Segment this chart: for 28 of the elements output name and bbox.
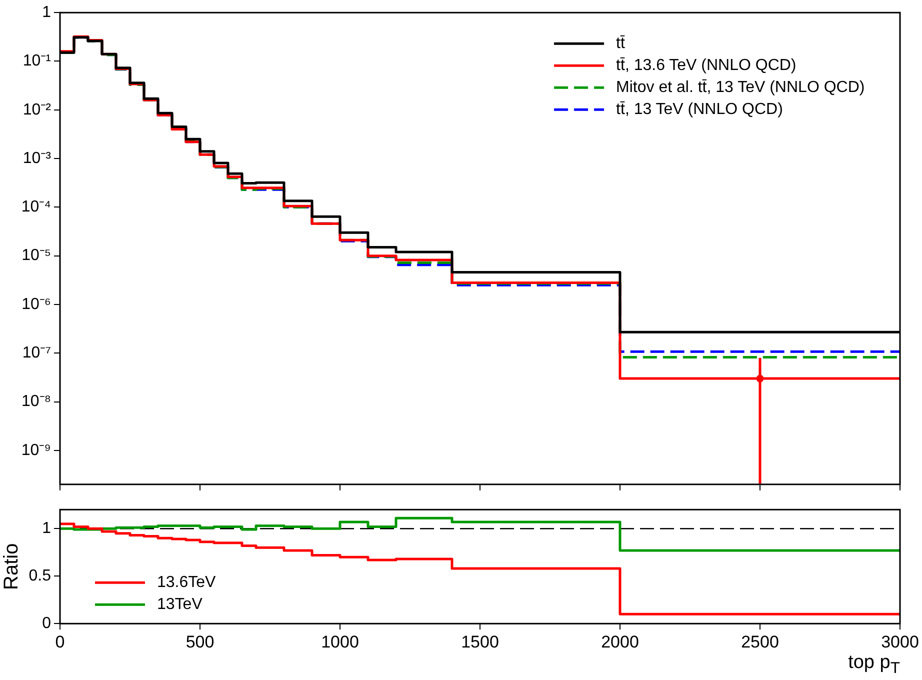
y-tick-label: 10⁻⁷	[22, 344, 52, 362]
y-tick-label: 0	[42, 615, 52, 632]
y-axis-title: Ratio	[0, 543, 23, 590]
legend-label: 13TeV	[157, 596, 203, 614]
y-tick-label: 10⁻⁶	[22, 296, 51, 313]
legend-label: 13.6TeV	[157, 574, 216, 592]
y-tick-label: 10⁻⁴	[21, 198, 52, 216]
y-tick-label: 0.5	[28, 568, 52, 585]
x-tick-label: 2500	[741, 632, 779, 652]
y-tick-label: 10⁻⁵	[22, 247, 51, 264]
x-axis-title: top p$_{T}$	[848, 652, 900, 679]
y-tick-label: 10⁻²	[22, 101, 52, 118]
y-tick-label: 10⁻¹	[22, 52, 51, 70]
legend-label: tt̄	[616, 35, 626, 52]
y-tick-label: 10⁻³	[22, 150, 52, 167]
legend-label: tt̄, 13.6 TeV (NNLO QCD)	[616, 57, 796, 74]
y-tick-label: 1	[42, 520, 52, 538]
y-tick-label: 10⁻⁹	[21, 442, 51, 459]
x-tick-label: 0	[55, 632, 65, 652]
x-tick-label: 1000	[321, 632, 359, 652]
x-tick-label: 2000	[601, 632, 639, 652]
x-tick-label: 500	[186, 632, 214, 652]
legend-label: tt̄, 13 TeV (NNLO QCD)	[616, 101, 783, 118]
x-tick-label: 1500	[461, 632, 499, 652]
legend-label: Mitov et al. tt̄, 13 TeV (NNLO QCD)	[616, 79, 865, 96]
y-tick-label: 1	[42, 4, 52, 22]
y-tick-label: 10⁻⁸	[21, 393, 51, 410]
x-tick-label: 3000	[881, 632, 919, 652]
